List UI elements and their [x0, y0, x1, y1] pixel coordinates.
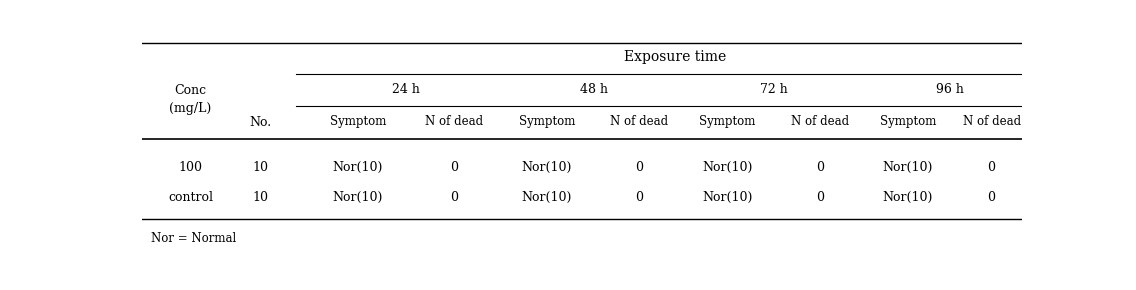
Text: 0: 0: [816, 191, 824, 204]
Text: Symptom: Symptom: [700, 115, 755, 128]
Text: 0: 0: [987, 191, 995, 204]
Text: Symptom: Symptom: [519, 115, 575, 128]
Text: No.: No.: [250, 116, 272, 129]
Text: 0: 0: [635, 191, 643, 204]
Text: Nor(10): Nor(10): [333, 191, 383, 204]
Text: 0: 0: [635, 161, 643, 174]
Text: 24 h: 24 h: [392, 83, 420, 96]
Text: Nor(10): Nor(10): [883, 191, 933, 204]
Text: 0: 0: [816, 161, 824, 174]
Text: 96 h: 96 h: [936, 83, 964, 96]
Text: Nor(10): Nor(10): [702, 161, 753, 174]
Text: Nor(10): Nor(10): [521, 161, 573, 174]
Text: 0: 0: [987, 161, 995, 174]
Text: 72 h: 72 h: [760, 83, 788, 96]
Text: Symptom: Symptom: [879, 115, 936, 128]
Text: Nor(10): Nor(10): [702, 191, 753, 204]
Text: N of dead: N of dead: [610, 115, 668, 128]
Text: 10: 10: [253, 161, 269, 174]
Text: N of dead: N of dead: [791, 115, 849, 128]
Text: Symptom: Symptom: [329, 115, 386, 128]
Text: 10: 10: [253, 191, 269, 204]
Text: Nor = Normal: Nor = Normal: [151, 231, 236, 244]
Text: 0: 0: [451, 191, 459, 204]
Text: 48 h: 48 h: [579, 83, 608, 96]
Text: Nor(10): Nor(10): [883, 161, 933, 174]
Text: 100: 100: [178, 161, 202, 174]
Text: Conc
(mg/L): Conc (mg/L): [169, 84, 211, 115]
Text: Nor(10): Nor(10): [333, 161, 383, 174]
Text: N of dead: N of dead: [426, 115, 484, 128]
Text: N of dead: N of dead: [962, 115, 1020, 128]
Text: 0: 0: [451, 161, 459, 174]
Text: Exposure time: Exposure time: [624, 50, 726, 64]
Text: control: control: [168, 191, 212, 204]
Text: Nor(10): Nor(10): [521, 191, 573, 204]
